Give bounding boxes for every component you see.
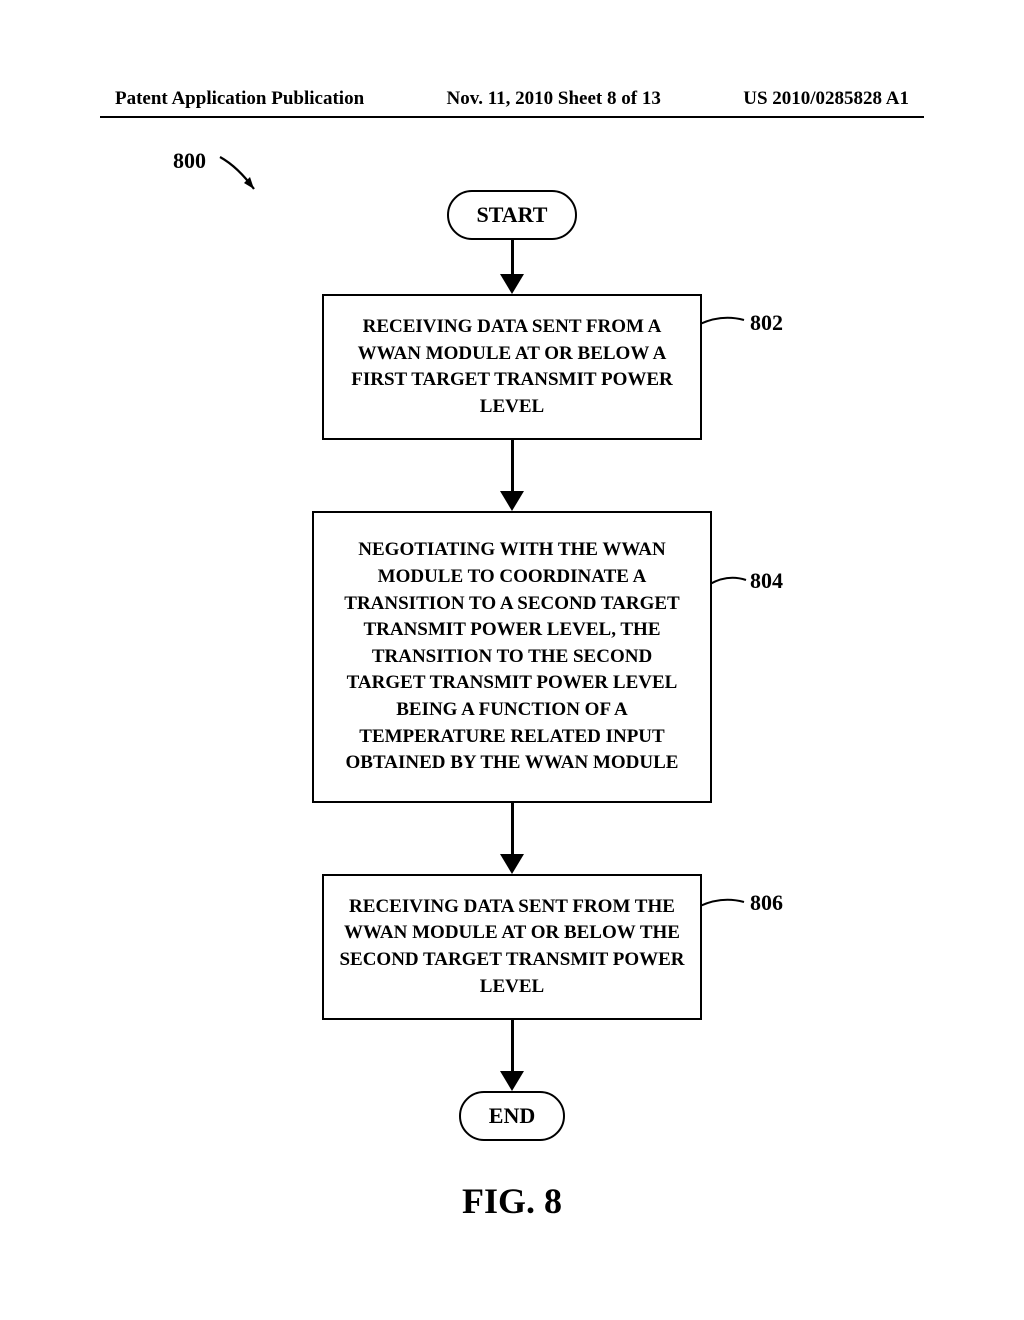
leader-804-line [708, 570, 748, 592]
header-rule [100, 116, 924, 118]
ref-806: 806 [750, 890, 783, 916]
end-node: END [459, 1091, 565, 1141]
ref-804: 804 [750, 568, 783, 594]
header-center: Nov. 11, 2010 Sheet 8 of 13 [447, 88, 661, 110]
page-header: Patent Application Publication Nov. 11, … [0, 88, 1024, 118]
flowchart: START RECEIVING DATA SENT FROM A WWAN MO… [312, 190, 712, 1141]
figure-label: FIG. 8 [462, 1180, 562, 1222]
arrow-4 [500, 1020, 524, 1091]
arrow-1 [500, 240, 524, 294]
process-box-806: RECEIVING DATA SENT FROM THE WWAN MODULE… [322, 874, 702, 1020]
arrow-2 [500, 440, 524, 511]
start-node: START [447, 190, 578, 240]
ref-802: 802 [750, 310, 783, 336]
header-right: US 2010/0285828 A1 [743, 88, 909, 110]
ref-800: 800 [173, 148, 206, 174]
process-box-804: NEGOTIATING WITH THE WWAN MODULE TO COOR… [312, 511, 712, 802]
header-left: Patent Application Publication [115, 88, 364, 110]
process-box-802: RECEIVING DATA SENT FROM A WWAN MODULE A… [322, 294, 702, 440]
leader-800-arrow [218, 155, 262, 197]
arrow-3 [500, 803, 524, 874]
